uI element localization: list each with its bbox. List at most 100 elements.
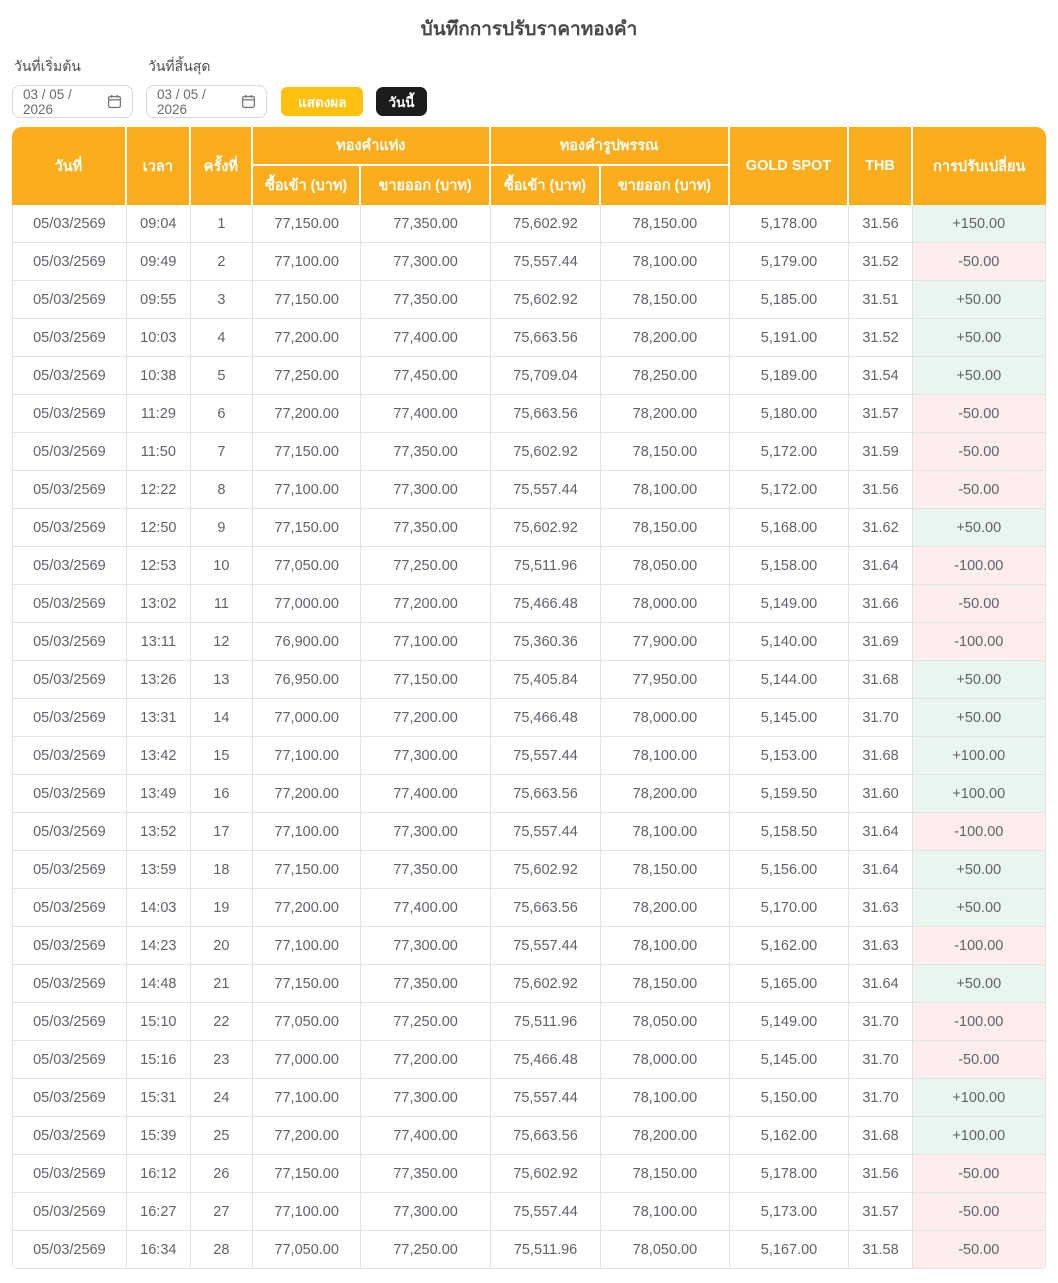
cell-ornament-sell: 78,000.00 xyxy=(601,699,730,737)
cell-ornament-sell: 77,950.00 xyxy=(601,661,730,699)
cell-time: 09:04 xyxy=(126,205,191,243)
cell-change: +50.00 xyxy=(912,965,1046,1003)
cell-thb: 31.58 xyxy=(849,1231,913,1269)
cell-thb: 31.59 xyxy=(849,433,913,471)
cell-thb: 31.69 xyxy=(849,623,913,661)
cell-change: -50.00 xyxy=(912,243,1046,281)
cell-goldbar-buy: 77,200.00 xyxy=(252,395,362,433)
cell-goldbar-sell: 77,300.00 xyxy=(361,471,491,509)
end-date-value: 03 / 05 / 2026 xyxy=(157,86,206,117)
cell-goldbar-sell: 77,300.00 xyxy=(361,737,491,775)
cell-time: 15:16 xyxy=(126,1041,191,1079)
cell-gold-spot: 5,158.00 xyxy=(729,547,850,585)
price-table: วันที่ เวลา ครั้งที่ ทองคำแท่ง ทองคำรูปพ… xyxy=(12,127,1046,1269)
cell-time: 11:29 xyxy=(126,395,191,433)
cell-change: -50.00 xyxy=(912,1041,1046,1079)
cell-goldbar-buy: 77,100.00 xyxy=(252,927,362,965)
cell-change: +50.00 xyxy=(912,699,1046,737)
table-row: 05/03/2569 13:42 15 77,100.00 77,300.00 75,55… xyxy=(12,737,1046,775)
table-row: 05/03/2569 15:31 24 77,100.00 77,300.00 75,55… xyxy=(12,1079,1046,1117)
cell-ornament-buy: 75,466.48 xyxy=(490,1041,602,1079)
table-row: 05/03/2569 13:02 11 77,000.00 77,200.00 75,46… xyxy=(12,585,1046,623)
cell-date: 05/03/2569 xyxy=(12,357,127,395)
cell-change: +100.00 xyxy=(912,775,1046,813)
col-ornament-sell: ขายออก (บาท) xyxy=(601,166,730,205)
start-date-label: วันที่เริ่มต้น xyxy=(14,58,81,74)
cell-round: 11 xyxy=(190,585,253,623)
cell-date: 05/03/2569 xyxy=(12,927,127,965)
cell-change: -50.00 xyxy=(912,471,1046,509)
cell-goldbar-buy: 76,950.00 xyxy=(252,661,362,699)
cell-goldbar-buy: 77,100.00 xyxy=(252,243,362,281)
cell-change: +50.00 xyxy=(912,509,1046,547)
table-row: 05/03/2569 15:10 22 77,050.00 77,250.00 75,51… xyxy=(12,1003,1046,1041)
cell-ornament-buy: 75,663.56 xyxy=(490,1117,602,1155)
cell-goldbar-sell: 77,350.00 xyxy=(361,509,491,547)
cell-goldbar-sell: 77,300.00 xyxy=(361,927,491,965)
table-row: 05/03/2569 16:34 28 77,050.00 77,250.00 75,51… xyxy=(12,1231,1046,1269)
cell-goldbar-buy: 77,200.00 xyxy=(252,319,362,357)
cell-date: 05/03/2569 xyxy=(12,1079,127,1117)
cell-ornament-sell: 77,900.00 xyxy=(601,623,730,661)
cell-gold-spot: 5,145.00 xyxy=(729,1041,850,1079)
cell-goldbar-sell: 77,150.00 xyxy=(361,661,491,699)
cell-round: 16 xyxy=(190,775,253,813)
cell-ornament-buy: 75,405.84 xyxy=(490,661,602,699)
cell-date: 05/03/2569 xyxy=(12,395,127,433)
cell-thb: 31.70 xyxy=(849,1003,913,1041)
cell-change: -100.00 xyxy=(912,623,1046,661)
cell-change: +50.00 xyxy=(912,851,1046,889)
end-date-input[interactable]: 03 / 05 / 2026 xyxy=(146,85,267,118)
cell-round: 9 xyxy=(190,509,253,547)
cell-ornament-sell: 78,050.00 xyxy=(601,547,730,585)
cell-ornament-buy: 75,557.44 xyxy=(490,927,602,965)
cell-ornament-sell: 78,200.00 xyxy=(601,1117,730,1155)
cell-change: +50.00 xyxy=(912,661,1046,699)
cell-round: 14 xyxy=(190,699,253,737)
cell-ornament-buy: 75,709.04 xyxy=(490,357,602,395)
cell-gold-spot: 5,168.00 xyxy=(729,509,850,547)
cell-thb: 31.52 xyxy=(849,319,913,357)
cell-gold-spot: 5,153.00 xyxy=(729,737,850,775)
col-group-gold-bar: ทองคำแท่ง xyxy=(252,127,491,166)
cell-ornament-buy: 75,602.92 xyxy=(490,205,602,243)
cell-gold-spot: 5,158.50 xyxy=(729,813,850,851)
table-row: 05/03/2569 14:03 19 77,200.00 77,400.00 75,66… xyxy=(12,889,1046,927)
col-group-gold-ornament: ทองคำรูปพรรณ xyxy=(490,127,730,166)
cell-gold-spot: 5,172.00 xyxy=(729,471,850,509)
cell-goldbar-sell: 77,400.00 xyxy=(361,775,491,813)
today-button[interactable]: วันนี้ xyxy=(376,87,427,116)
cell-date: 05/03/2569 xyxy=(12,851,127,889)
cell-ornament-sell: 78,100.00 xyxy=(601,813,730,851)
col-date: วันที่ xyxy=(12,127,127,205)
cell-date: 05/03/2569 xyxy=(12,547,127,585)
cell-gold-spot: 5,179.00 xyxy=(729,243,850,281)
show-results-button[interactable]: แสดงผล xyxy=(281,87,364,116)
cell-date: 05/03/2569 xyxy=(12,1117,127,1155)
cell-goldbar-sell: 77,350.00 xyxy=(361,851,491,889)
cell-ornament-sell: 78,250.00 xyxy=(601,357,730,395)
cell-change: -50.00 xyxy=(912,1155,1046,1193)
cell-thb: 31.64 xyxy=(849,965,913,1003)
cell-gold-spot: 5,180.00 xyxy=(729,395,850,433)
cell-ornament-sell: 78,100.00 xyxy=(601,243,730,281)
cell-goldbar-sell: 77,400.00 xyxy=(361,889,491,927)
cell-goldbar-buy: 77,200.00 xyxy=(252,775,362,813)
cell-goldbar-sell: 77,300.00 xyxy=(361,243,491,281)
cell-goldbar-buy: 77,250.00 xyxy=(252,357,362,395)
cell-ornament-sell: 78,100.00 xyxy=(601,737,730,775)
cell-round: 6 xyxy=(190,395,253,433)
cell-change: -100.00 xyxy=(912,1003,1046,1041)
cell-time: 10:03 xyxy=(126,319,191,357)
filter-bar: วันที่เริ่มต้น 03 / 05 / 2026 วันที่สิ้น… xyxy=(12,56,1046,118)
price-table-wrap: วันที่ เวลา ครั้งที่ ทองคำแท่ง ทองคำรูปพ… xyxy=(12,127,1046,1269)
cell-thb: 31.70 xyxy=(849,1041,913,1079)
cell-ornament-sell: 78,050.00 xyxy=(601,1231,730,1269)
cell-goldbar-buy: 77,150.00 xyxy=(252,965,362,1003)
cell-time: 11:50 xyxy=(126,433,191,471)
cell-thb: 31.60 xyxy=(849,775,913,813)
start-date-input[interactable]: 03 / 05 / 2026 xyxy=(12,85,133,118)
cell-ornament-sell: 78,050.00 xyxy=(601,1003,730,1041)
start-date-field: วันที่เริ่มต้น 03 / 05 / 2026 xyxy=(12,56,133,118)
